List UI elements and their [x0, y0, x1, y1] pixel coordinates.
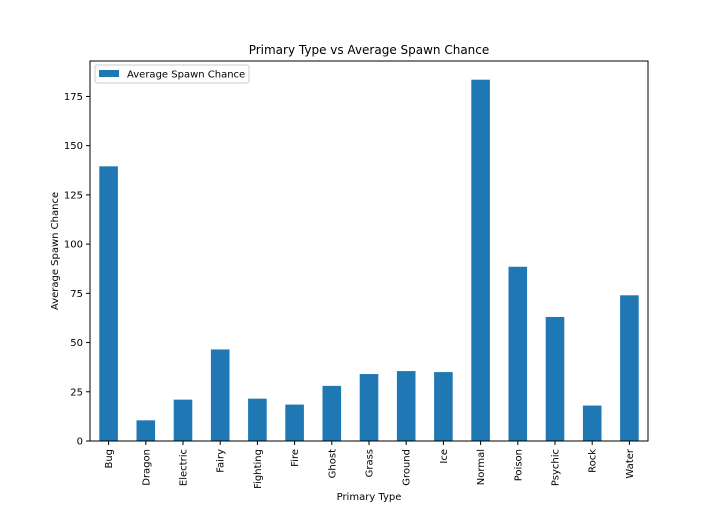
y-tick-label: 25: [70, 387, 83, 398]
x-tick-label: Water: [625, 448, 636, 478]
plot-frame: [89, 60, 649, 442]
chart-title: Primary Type vs Average Spawn Chance: [249, 43, 490, 57]
bar-dragon: [136, 420, 156, 441]
x-axis-label: Primary Type: [337, 492, 402, 503]
x-tick-label: Ice: [439, 449, 450, 464]
x-tick-label: Normal: [476, 449, 487, 485]
bar-water: [620, 295, 639, 441]
legend-label: Average Spawn Chance: [127, 70, 245, 81]
bar-ground: [396, 371, 416, 441]
y-tick-label: 50: [70, 338, 83, 349]
legend-frame: [94, 64, 250, 84]
bar-fire: [285, 404, 304, 441]
bar-fairy: [210, 349, 230, 441]
x-tick-label: Fairy: [216, 449, 227, 473]
x-tick-label: Fighting: [253, 449, 264, 489]
y-tick-label: 100: [64, 240, 83, 251]
x-ticks: Bug Dragon Electric Fairy Fighting Fire Ghost G…: [104, 441, 636, 489]
bar-normal: [471, 79, 490, 441]
bar-rock: [582, 405, 602, 441]
bar-fighting: [248, 398, 267, 441]
y-tick-label: 125: [64, 190, 83, 201]
x-tick-label: Dragon: [141, 449, 152, 486]
x-tick-label: Poison: [513, 449, 524, 481]
bar-bug: [99, 166, 118, 441]
x-tick-label: Ghost: [327, 449, 338, 478]
bar-poison: [508, 266, 528, 441]
y-ticks: 0 25 50 75 100 125 150 175: [64, 92, 90, 448]
x-tick-label: Bug: [104, 449, 115, 469]
bar-grass: [359, 374, 379, 441]
bar-ghost: [322, 385, 342, 441]
y-tick-label: 75: [70, 289, 83, 300]
bars-layer: [99, 79, 639, 441]
x-tick-label: Electric: [179, 449, 190, 486]
y-axis-label: Average Spawn Chance: [50, 192, 61, 310]
bar-ice: [434, 372, 453, 441]
y-tick-label: 150: [64, 141, 83, 152]
bar-psychic: [545, 316, 565, 441]
x-tick-label: Ground: [402, 449, 413, 486]
x-tick-label: Grass: [365, 449, 376, 477]
legend-swatch: [99, 70, 119, 77]
x-tick-label: Fire: [290, 449, 301, 467]
x-tick-label: Rock: [588, 449, 599, 473]
bar-electric: [173, 399, 193, 441]
y-tick-label: 0: [77, 437, 83, 448]
x-tick-label: Psychic: [551, 449, 562, 486]
y-tick-label: 175: [64, 92, 83, 103]
legend: Average Spawn Chance: [94, 64, 250, 84]
